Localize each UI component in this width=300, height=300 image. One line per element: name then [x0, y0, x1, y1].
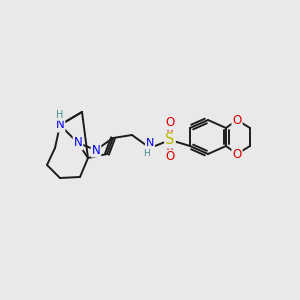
Text: N: N	[92, 143, 100, 157]
Text: O: O	[232, 148, 242, 160]
Text: O: O	[165, 116, 175, 130]
Text: N: N	[146, 138, 154, 148]
Text: N: N	[74, 136, 82, 149]
Text: O: O	[232, 113, 242, 127]
Text: H: H	[144, 148, 150, 158]
Text: S: S	[165, 133, 175, 148]
Text: N: N	[56, 118, 64, 131]
Text: H: H	[56, 110, 64, 120]
Text: O: O	[165, 151, 175, 164]
